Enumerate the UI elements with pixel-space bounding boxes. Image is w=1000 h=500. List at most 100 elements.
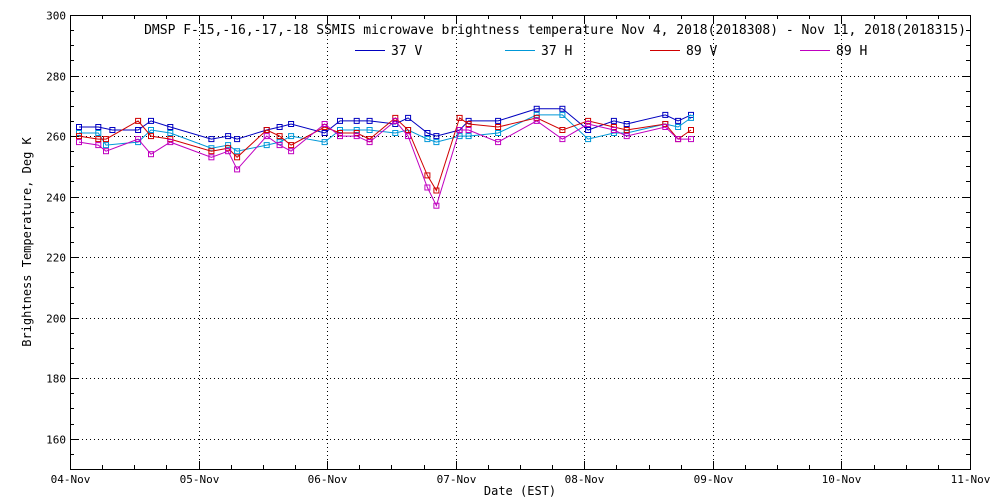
data-point-37-v	[234, 136, 241, 143]
data-point-37-h	[321, 139, 328, 146]
chart-title: DMSP F-15,-16,-17,-18 SSMIS microwave br…	[144, 23, 966, 38]
y-tick-label: 280	[46, 71, 66, 84]
legend-item-37-h: 37 H	[505, 44, 572, 59]
data-point-37-h	[234, 148, 241, 155]
data-point-89-h	[263, 133, 270, 140]
data-point-89-h	[405, 133, 412, 140]
series-37-h	[76, 111, 694, 155]
data-point-37-h	[167, 130, 174, 136]
y-tick-label: 200	[46, 313, 66, 326]
data-point-37-h	[675, 124, 682, 130]
data-point-37-v	[353, 117, 360, 124]
data-point-89-h	[433, 202, 440, 209]
plot-frame	[70, 15, 971, 470]
data-point-37-v	[208, 136, 215, 143]
data-point-37-v	[366, 117, 373, 124]
legend-label: 89 H	[836, 44, 867, 59]
data-point-37-v	[148, 117, 154, 124]
data-point-37-h	[495, 130, 502, 136]
x-tick-label: 09-Nov	[694, 473, 734, 486]
data-point-89-v	[103, 136, 109, 143]
data-point-89-v	[688, 127, 694, 133]
data-point-37-h	[95, 130, 102, 136]
y-tick-label: 180	[46, 373, 66, 386]
data-point-89-h	[353, 133, 360, 140]
data-point-89-h	[688, 136, 694, 143]
data-point-89-h	[288, 148, 295, 155]
data-point-89-v	[95, 136, 102, 143]
y-tick-label: 160	[46, 434, 66, 447]
data-point-89-v	[208, 148, 215, 155]
data-point-89-v	[424, 172, 431, 179]
legend-item-89-v: 89 V	[650, 44, 717, 59]
data-point-89-h	[337, 133, 343, 140]
data-point-89-h	[135, 136, 142, 143]
data-point-89-h	[103, 148, 109, 155]
data-point-37-h	[288, 133, 295, 140]
data-point-89-h	[95, 142, 102, 149]
data-point-37-v	[610, 117, 617, 124]
data-point-37-v	[495, 117, 502, 124]
data-point-89-h	[225, 148, 232, 155]
data-point-89-h	[623, 133, 630, 140]
data-point-89-h	[392, 117, 399, 124]
data-point-89-v	[559, 127, 566, 133]
data-point-37-h	[585, 136, 592, 143]
data-point-37-v	[167, 124, 174, 130]
data-point-89-v	[288, 142, 295, 149]
data-point-37-v	[675, 117, 682, 124]
data-point-89-h	[76, 139, 82, 146]
data-point-37-v	[76, 124, 82, 130]
y-tick-label: 260	[46, 131, 66, 144]
data-point-37-v	[135, 127, 142, 133]
x-tick-label: 06-Nov	[308, 473, 348, 486]
data-point-37-v	[405, 114, 412, 121]
data-point-37-h	[424, 136, 431, 143]
x-tick-label: 07-Nov	[437, 473, 477, 486]
data-point-37-h	[366, 127, 373, 133]
axis-ticks: 04-Nov 05-Nov 06-Nov 07-Nov 08-Nov 09-Nov 10-N…	[46, 10, 991, 487]
data-point-37-v	[225, 133, 232, 140]
data-point-89-h	[559, 136, 566, 143]
x-tick-label: 05-Nov	[180, 473, 220, 486]
data-point-37-v	[533, 105, 540, 112]
series-line-37-v	[79, 108, 692, 140]
data-point-37-h	[465, 133, 472, 140]
data-point-89-v	[433, 187, 440, 194]
data-point-89-h	[148, 151, 154, 158]
data-point-89-v	[585, 117, 592, 124]
legend: 37 V 37 H 89 V 89 H	[355, 44, 867, 59]
data-point-37-v	[623, 121, 630, 127]
data-point-89-h	[585, 121, 592, 127]
x-tick-label: 11-Nov	[951, 473, 991, 486]
data-point-89-v	[135, 117, 142, 124]
legend-label: 89 V	[686, 44, 717, 59]
series-89-h	[76, 117, 694, 209]
data-point-89-v	[234, 154, 241, 161]
series-line-89-h	[78, 120, 691, 208]
data-point-37-v	[662, 111, 669, 118]
data-point-37-h	[433, 139, 440, 146]
data-point-37-h	[225, 142, 232, 149]
data-point-89-h	[465, 127, 472, 133]
data-point-37-v	[321, 130, 328, 136]
data-point-89-h	[234, 166, 241, 173]
data-point-37-h	[559, 111, 566, 118]
data-point-89-h	[533, 117, 540, 124]
data-point-37-v	[559, 105, 566, 112]
data-point-37-v	[276, 124, 283, 130]
data-point-37-h	[263, 142, 270, 149]
data-point-37-v	[288, 121, 295, 127]
data-point-89-v	[353, 130, 360, 136]
data-point-89-h	[208, 154, 215, 161]
data-point-37-v	[95, 124, 102, 130]
data-point-89-h	[321, 121, 328, 127]
data-point-89-v	[76, 133, 82, 140]
y-tick-label: 220	[46, 252, 66, 265]
data-point-89-v	[456, 114, 463, 121]
data-point-89-h	[456, 127, 463, 133]
legend-item-89-h: 89 H	[800, 44, 867, 59]
legend-item-37-v: 37 V	[355, 44, 422, 59]
x-tick-label: 08-Nov	[565, 473, 605, 486]
